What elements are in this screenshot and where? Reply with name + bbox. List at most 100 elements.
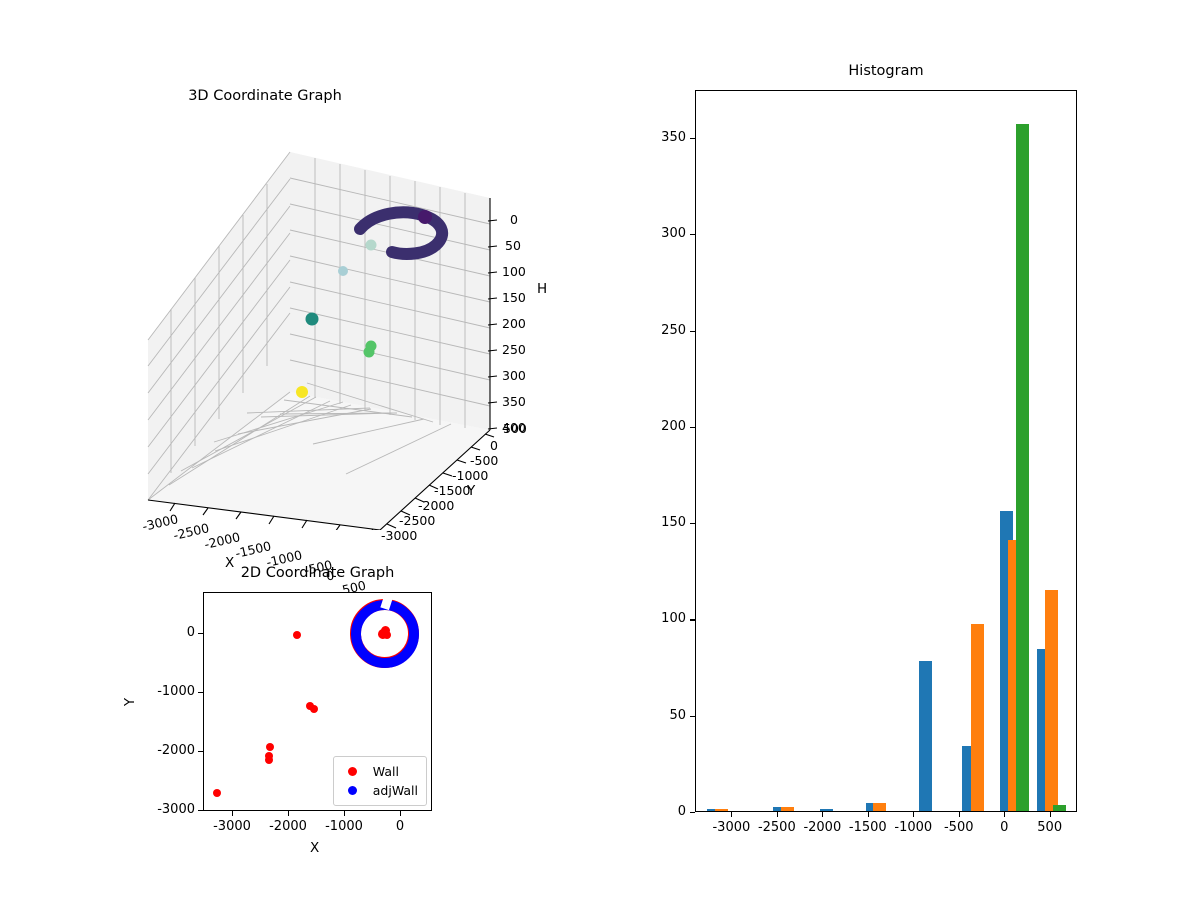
legend-marker-wall xyxy=(347,767,357,776)
plot3d-ztick-50: 50 xyxy=(505,238,521,253)
histogram-bar xyxy=(865,803,879,811)
plot3d-gridlines xyxy=(147,151,491,501)
histogram-bar xyxy=(1045,589,1059,811)
plot3d-ytick-500: 500 xyxy=(503,421,527,436)
histogram-bar xyxy=(820,809,834,811)
plot2d-axes[interactable]: Wall adjWall xyxy=(203,592,432,811)
histogram-axes[interactable] xyxy=(695,90,1077,812)
histogram-xtick-label: -2500 xyxy=(757,820,796,835)
histogram-xtick-label: -2000 xyxy=(803,820,842,835)
plot3d-ytick--1500: -1500 xyxy=(434,483,471,498)
plot3d-ytick--3000: -3000 xyxy=(381,528,418,543)
plot3d-canvas xyxy=(147,151,498,530)
plot3d-point-teal xyxy=(305,312,319,326)
legend-entry-wall[interactable]: Wall xyxy=(340,762,418,781)
plot2d-yaxis-label: Y xyxy=(122,697,139,707)
histogram-ytick-mark xyxy=(690,330,695,332)
plot3d-scatter-points xyxy=(296,206,449,398)
plot2d-ytick-mark--2000 xyxy=(198,751,203,753)
histogram-bar xyxy=(781,807,795,811)
plot3d-ytick--2000: -2000 xyxy=(418,498,455,513)
plot2d-ytick--3000: -3000 xyxy=(157,802,195,817)
plot2d-xaxis-label: X xyxy=(310,840,320,856)
plot2d-xtick--1000: -1000 xyxy=(325,819,363,834)
histogram-ytick-label: 200 xyxy=(661,418,686,434)
plot3d-zaxis-label: H xyxy=(537,281,548,297)
histogram-xtick-mark xyxy=(776,812,778,817)
histogram-xtick-label: -3000 xyxy=(712,820,751,835)
plot2d-ytick--2000: -2000 xyxy=(157,743,195,758)
plot3d-point-paleteal xyxy=(365,239,377,251)
plot3d-ytick--500: -500 xyxy=(470,453,499,468)
plot2d-title: 2D Coordinate Graph xyxy=(240,565,395,581)
histogram-ytick-mark xyxy=(690,234,695,236)
histogram-ytick-label: 0 xyxy=(677,804,686,819)
plot2d-xtick-mark--1000 xyxy=(344,811,346,816)
histogram-bar xyxy=(918,660,932,811)
histogram-ytick-mark xyxy=(690,523,695,525)
plot3d-zticks xyxy=(487,219,498,430)
plot2d-xtick-0: 0 xyxy=(395,819,405,834)
plot2d-legend[interactable]: Wall adjWall xyxy=(332,756,427,806)
plot3d-point-yellow xyxy=(296,386,308,398)
plot3d-xticks xyxy=(169,502,374,530)
legend-marker-adjwall xyxy=(347,786,357,795)
histogram-xtick-label: -1000 xyxy=(894,820,933,835)
histogram-bar xyxy=(873,803,887,811)
histogram-bar xyxy=(773,807,787,811)
plot3d-ztick-250: 250 xyxy=(502,342,526,357)
plot3d-pane-floor xyxy=(148,392,490,530)
plot2d-ytick-mark--3000 xyxy=(198,810,203,812)
plot3d-arc-cluster xyxy=(354,206,449,260)
plot3d-title: 3D Coordinate Graph xyxy=(188,88,342,104)
plot3d-ztick-100: 100 xyxy=(502,264,526,279)
histogram-ytick-mark xyxy=(690,715,695,717)
plot3d-ytick--2500: -2500 xyxy=(399,513,436,528)
plot2d-xtick--2000: -2000 xyxy=(269,819,307,834)
legend-entry-adjwall[interactable]: adjWall xyxy=(340,781,418,800)
histogram-bar xyxy=(1016,123,1030,811)
histogram-ytick-label: 50 xyxy=(669,707,686,723)
plot3d-ytick-0: 0 xyxy=(490,438,498,453)
histogram-ytick-mark xyxy=(690,619,695,621)
plot2d-ytick-mark-0 xyxy=(198,633,203,635)
histogram-xtick-label: -1500 xyxy=(848,820,887,835)
plot2d-wall-center-3 xyxy=(383,631,391,639)
histogram-ytick-label: 250 xyxy=(661,322,686,338)
histogram-xtick-mark xyxy=(867,812,869,817)
plot2d-wall-point-4 xyxy=(266,743,274,751)
plot2d-wall-point-1 xyxy=(293,631,301,639)
plot3d-xaxis-label: X xyxy=(225,555,235,571)
histogram-ytick-label: 300 xyxy=(661,226,686,242)
histogram-xtick-label: 0 xyxy=(1000,820,1009,835)
plot3d-ztick-200: 200 xyxy=(502,316,526,331)
plot3d-yticks xyxy=(386,433,495,529)
histogram-bars xyxy=(696,91,1076,811)
plot2d-xtick-mark--2000 xyxy=(288,811,290,816)
plot3d-ztick-400: 400 xyxy=(502,420,526,435)
histogram-bar xyxy=(970,624,984,811)
plot2d-wall-center-2 xyxy=(381,626,390,635)
plot3d-ztick-300: 300 xyxy=(502,368,526,383)
plot3d-ztick-150: 150 xyxy=(502,290,526,305)
plot3d-ytick--1000: -1000 xyxy=(452,468,489,483)
legend-label-adjwall: adjWall xyxy=(372,783,418,798)
histogram-xtick-mark xyxy=(822,812,824,817)
plot2d-xtick-mark--3000 xyxy=(232,811,234,816)
plot2d-ring-gap-right xyxy=(386,623,398,631)
plot3d-point-green-2 xyxy=(363,346,375,358)
histogram-ytick-mark xyxy=(690,138,695,140)
histogram-xtick-label: 500 xyxy=(1037,820,1063,835)
histogram-ytick-mark xyxy=(690,426,695,429)
plot2d-ytick-mark--1000 xyxy=(198,692,203,694)
plot3d-ztick-0: 0 xyxy=(510,212,518,227)
histogram-ytick-label: 100 xyxy=(661,611,686,627)
histogram-xtick-mark xyxy=(913,812,915,817)
plot3d-point-darkpurple xyxy=(418,210,432,224)
plot2d-wall-point-3 xyxy=(310,705,318,713)
histogram-ytick-mark xyxy=(690,812,695,814)
histogram-bar xyxy=(706,809,720,811)
histogram-title: Histogram xyxy=(848,63,924,79)
plot2d-wall-point-6 xyxy=(265,756,273,764)
